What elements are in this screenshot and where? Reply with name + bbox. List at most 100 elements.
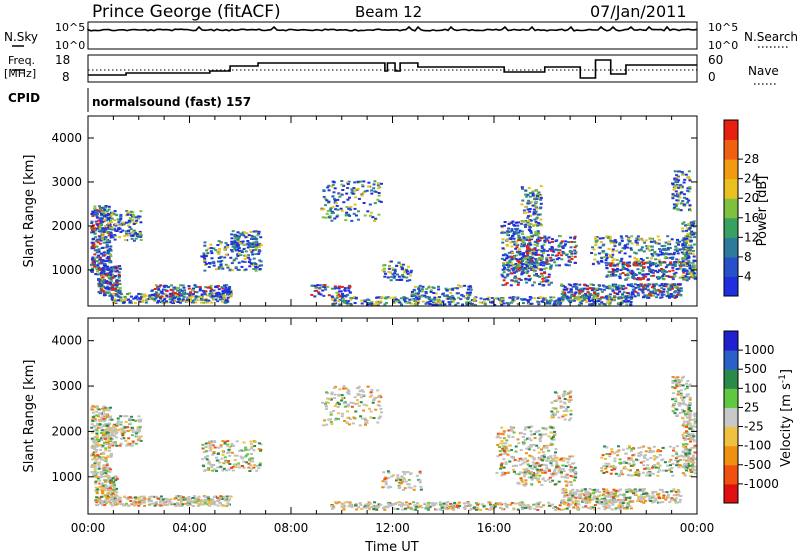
power-cell [542, 243, 546, 246]
power-cell [662, 284, 666, 287]
power-cell [619, 269, 623, 271]
power-cell [535, 273, 538, 275]
power-cell [116, 218, 120, 221]
power-cell [544, 267, 548, 270]
power-cell [556, 254, 560, 257]
power-cell [230, 249, 233, 251]
power-cell [657, 242, 661, 245]
power-cell [252, 268, 256, 270]
power-cell [240, 251, 244, 253]
power-cell [666, 235, 670, 238]
velocity-cell [109, 452, 113, 455]
power-cell [592, 300, 596, 303]
velocity-cell [128, 496, 132, 499]
power-cell [522, 258, 526, 261]
colorbar-tick-label: 24 [744, 172, 759, 186]
velocity-cell [191, 497, 195, 499]
velocity-cell [225, 504, 229, 507]
power-cell [118, 265, 122, 268]
power-cell [542, 248, 546, 251]
power-cell [521, 242, 525, 245]
power-cell [90, 231, 94, 234]
power-cell [690, 275, 694, 278]
power-cell [667, 288, 671, 291]
velocity-cell [365, 404, 369, 407]
velocity-cell [109, 454, 113, 457]
velocity-cell [93, 425, 96, 428]
power-cell [95, 251, 99, 254]
power-cell [658, 284, 662, 287]
velocity-cell [176, 501, 179, 504]
velocity-cell [100, 458, 103, 461]
velocity-cell [200, 500, 204, 503]
power-cell [113, 282, 117, 285]
power-cell [507, 251, 511, 254]
power-cell [506, 262, 510, 265]
power-cell [91, 215, 95, 217]
velocity-cell [223, 442, 227, 445]
power-cell [604, 295, 608, 298]
velocity-cell [330, 391, 334, 394]
velocity-cell [103, 479, 107, 482]
velocity-cell [100, 475, 104, 478]
velocity-cell [361, 394, 365, 397]
power-cell [626, 277, 630, 280]
power-cell [674, 204, 678, 207]
power-cell [560, 283, 564, 286]
power-cell [600, 257, 604, 260]
power-cell [326, 186, 330, 189]
power-cell [531, 252, 535, 255]
power-cell [553, 261, 557, 264]
power-cell [676, 249, 680, 251]
power-cell [109, 293, 113, 296]
velocity-cell [257, 467, 261, 470]
power-cell [119, 213, 123, 216]
power-cell [209, 284, 213, 287]
power-cell [341, 292, 344, 295]
power-cell [384, 301, 388, 304]
power-cell [114, 270, 118, 273]
power-cell [203, 244, 207, 247]
power-cell [525, 250, 529, 253]
velocity-cell [108, 487, 112, 490]
velocity-cell [103, 437, 107, 440]
power-cell [156, 285, 160, 288]
power-cell [185, 300, 189, 303]
power-cell [352, 187, 356, 190]
velocity-cell [154, 495, 158, 498]
power-cell [568, 261, 572, 263]
power-cell [530, 236, 533, 239]
power-cell [91, 229, 94, 231]
power-cell [112, 268, 116, 271]
velocity-cell [109, 455, 113, 458]
power-cell [515, 279, 519, 282]
power-cell [373, 202, 377, 205]
power-cell [150, 297, 154, 300]
velocity-cell [102, 437, 105, 440]
velocity-cell [356, 399, 359, 402]
power-cell [531, 191, 535, 194]
power-cell [654, 290, 657, 293]
power-cell [674, 178, 678, 181]
velocity-cell [158, 501, 162, 504]
power-cell [507, 269, 511, 272]
velocity-cell [211, 469, 215, 472]
power-cell [193, 284, 197, 287]
velocity-cell [108, 435, 112, 438]
power-cell [510, 272, 514, 275]
power-cell [659, 250, 662, 253]
power-cell [621, 267, 625, 270]
power-cell [468, 300, 472, 303]
power-cell [686, 189, 690, 192]
power-cell [691, 252, 695, 255]
power-cell [157, 285, 161, 288]
power-cell [659, 264, 663, 267]
power-cell [474, 303, 477, 306]
power-cell [367, 181, 371, 184]
power-cell [118, 267, 122, 270]
velocity-cell [107, 466, 111, 469]
velocity-cell [170, 502, 174, 505]
power-cell [334, 202, 338, 205]
power-cell [569, 236, 573, 239]
velocity-cell [90, 454, 93, 457]
